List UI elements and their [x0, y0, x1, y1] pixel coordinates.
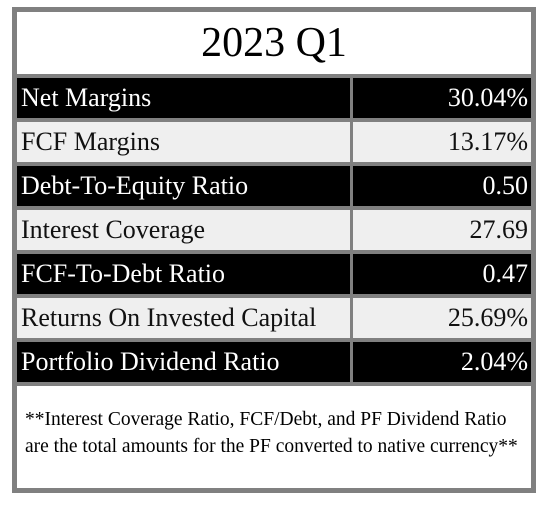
table-row: Interest Coverage 27.69 [17, 210, 531, 250]
metric-label: FCF-To-Debt Ratio [17, 254, 350, 294]
metric-value: 0.50 [353, 166, 531, 206]
metric-value: 0.47 [353, 254, 531, 294]
metric-value: 25.69% [353, 298, 531, 338]
metric-value: 13.17% [353, 122, 531, 162]
metrics-table: Net Margins 30.04% FCF Margins 13.17% De… [17, 78, 531, 386]
metric-label: FCF Margins [17, 122, 350, 162]
card-title: 2023 Q1 [17, 12, 531, 74]
table-row: FCF Margins 13.17% [17, 122, 531, 162]
footnote: **Interest Coverage Ratio, FCF/Debt, and… [17, 386, 531, 488]
table-row: Portfolio Dividend Ratio 2.04% [17, 342, 531, 382]
table-row: Net Margins 30.04% [17, 78, 531, 118]
metric-label: Debt-To-Equity Ratio [17, 166, 350, 206]
metric-label: Portfolio Dividend Ratio [17, 342, 350, 382]
metrics-card: 2023 Q1 Net Margins 30.04% FCF Margins 1… [12, 7, 536, 493]
table-row: FCF-To-Debt Ratio 0.47 [17, 254, 531, 294]
metric-label: Interest Coverage [17, 210, 350, 250]
table-row: Debt-To-Equity Ratio 0.50 [17, 166, 531, 206]
metric-value: 2.04% [353, 342, 531, 382]
metric-label: Returns On Invested Capital [17, 298, 350, 338]
metric-value: 27.69 [353, 210, 531, 250]
metric-value: 30.04% [353, 78, 531, 118]
metric-label: Net Margins [17, 78, 350, 118]
table-row: Returns On Invested Capital 25.69% [17, 298, 531, 338]
